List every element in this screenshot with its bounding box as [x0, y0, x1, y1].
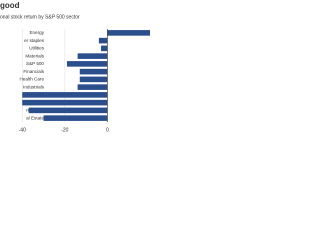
y-tick-label: Health Care [19, 77, 44, 82]
y-tick-label: Utilities [29, 46, 45, 51]
x-tick-label: -20 [61, 127, 68, 133]
y-tick-label: er staples [24, 38, 45, 43]
y-tick-label: S&P 500 [26, 61, 44, 66]
bar [22, 92, 108, 98]
bar [22, 99, 108, 106]
y-tick-label: Financials [23, 69, 44, 74]
y-tick-label: Industrials [23, 84, 45, 89]
y-tick-label: Materials [25, 53, 44, 58]
bar [79, 76, 108, 83]
bar [66, 61, 108, 67]
bar [28, 107, 108, 114]
chart-subtitle: onal stock return by S&P 500 sector [0, 14, 80, 20]
bar [77, 84, 108, 90]
chart: good onal stock return by S&P 500 sector… [0, 1, 150, 133]
page: good onal stock return by S&P 500 sector… [0, 0, 150, 150]
bar [77, 53, 108, 59]
bar [101, 45, 108, 52]
y-tick-label: Energy [29, 30, 44, 35]
chart-title: good [0, 1, 20, 10]
bar [43, 115, 108, 121]
y-tick-label: al Estate [26, 115, 44, 120]
bar [98, 37, 108, 44]
bar [79, 68, 108, 75]
bar [107, 30, 150, 36]
x-tick-label: 0 [106, 127, 109, 133]
x-tick-label: -40 [19, 127, 26, 133]
